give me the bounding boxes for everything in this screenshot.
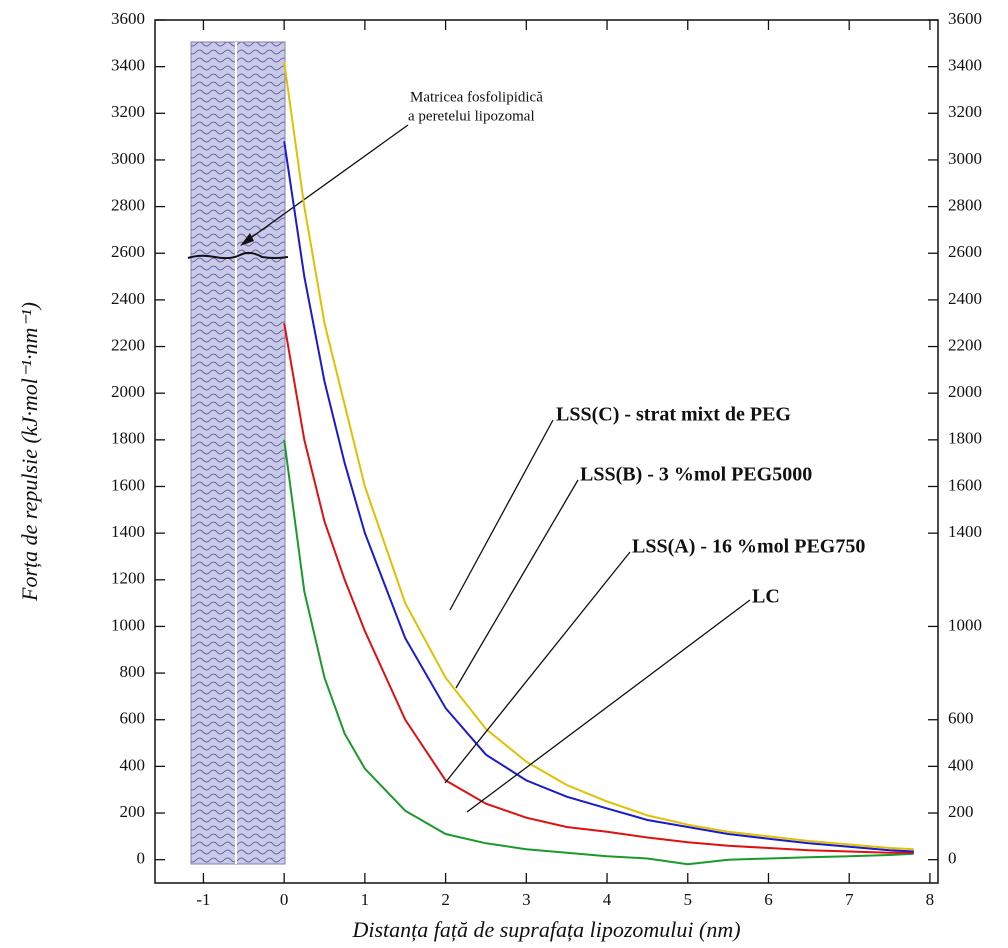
- y2-tick-label: 2800: [948, 196, 982, 215]
- x-tick-label: 2: [441, 890, 450, 909]
- y2-tick-label: 1400: [948, 522, 982, 541]
- y2-tick-label: 3200: [948, 102, 982, 121]
- x-tick-label: -1: [196, 890, 210, 909]
- y-tick-label: 2200: [111, 335, 145, 354]
- x-tick-label: 0: [280, 890, 289, 909]
- annotation: a peretelui lipozomal: [408, 108, 535, 124]
- y-tick-label: 2000: [111, 382, 145, 401]
- y-tick-label: 2600: [111, 242, 145, 261]
- y-tick-label: 200: [120, 802, 146, 821]
- y-tick-label: 1200: [111, 569, 145, 588]
- y2-tick-label: 2400: [948, 289, 982, 308]
- y2-tick-label: 2000: [948, 382, 982, 401]
- y-tick-label: 2800: [111, 196, 145, 215]
- series-label-pointer: [449, 419, 554, 611]
- series-label-pointer: [455, 479, 579, 689]
- y2-tick-label: 600: [948, 709, 974, 728]
- y2-tick-label: 3400: [948, 56, 982, 75]
- y2-tick-label: 1000: [948, 615, 982, 634]
- x-tick-label: 8: [926, 890, 935, 909]
- y-tick-label: 600: [120, 709, 146, 728]
- y2-tick-label: 400: [948, 755, 974, 774]
- plot-frame: [154, 19, 939, 884]
- series-label: LSS(B) - 3 %mol PEG5000: [580, 464, 812, 486]
- membrane-region: [190, 41, 286, 865]
- y-axis-label: Forța de repulsie (kJ·mol⁻¹·nm⁻¹): [17, 302, 42, 602]
- annotation-arrow: [244, 124, 409, 243]
- x-axis-label: Distanța față de suprafața lipozomului (…: [351, 917, 740, 942]
- y-tick-label: 2400: [111, 289, 145, 308]
- y2-tick-label: 3600: [948, 9, 982, 28]
- series-label: LSS(A) - 16 %mol PEG750: [632, 536, 865, 558]
- y-tick-label: 0: [137, 849, 146, 868]
- y-tick-label: 1400: [111, 522, 145, 541]
- data-line: [283, 323, 914, 854]
- series-label-pointer: [444, 551, 631, 784]
- series-label: LSS(C) - strat mixt de PEG: [556, 404, 791, 426]
- data-line: [283, 61, 914, 851]
- y-tick-label: 1600: [111, 475, 145, 494]
- y-tick-label: 3400: [111, 56, 145, 75]
- y2-tick-label: 2600: [948, 242, 982, 261]
- data-line: [283, 439, 914, 866]
- annotation: Matricea fosfolipidică: [410, 89, 543, 105]
- x-tick-label: 5: [684, 890, 693, 909]
- y-tick-label: 3200: [111, 102, 145, 121]
- series-label: LC: [752, 586, 780, 608]
- y-tick-label: 3000: [111, 149, 145, 168]
- y-tick-label: 1800: [111, 429, 145, 448]
- y2-tick-label: 1800: [948, 429, 982, 448]
- arrowhead: [240, 233, 254, 246]
- y2-tick-label: 1600: [948, 475, 982, 494]
- x-tick-label: 3: [522, 890, 531, 909]
- y2-tick-label: 3000: [948, 149, 982, 168]
- x-tick-label: 7: [845, 890, 854, 909]
- y-tick-label: 800: [120, 662, 146, 681]
- y2-tick-label: 0: [948, 849, 957, 868]
- membrane-midline: [187, 251, 289, 260]
- y2-tick-label: 200: [948, 802, 974, 821]
- x-tick-label: 4: [603, 890, 612, 909]
- y2-tick-label: 2200: [948, 335, 982, 354]
- y-tick-label: 1000: [111, 615, 145, 634]
- data-line: [283, 141, 914, 853]
- x-tick-label: 6: [764, 890, 773, 909]
- x-tick-label: 1: [361, 890, 370, 909]
- series-label-pointer: [466, 599, 751, 813]
- y-tick-label: 400: [120, 755, 146, 774]
- y-tick-label: 3600: [111, 9, 145, 28]
